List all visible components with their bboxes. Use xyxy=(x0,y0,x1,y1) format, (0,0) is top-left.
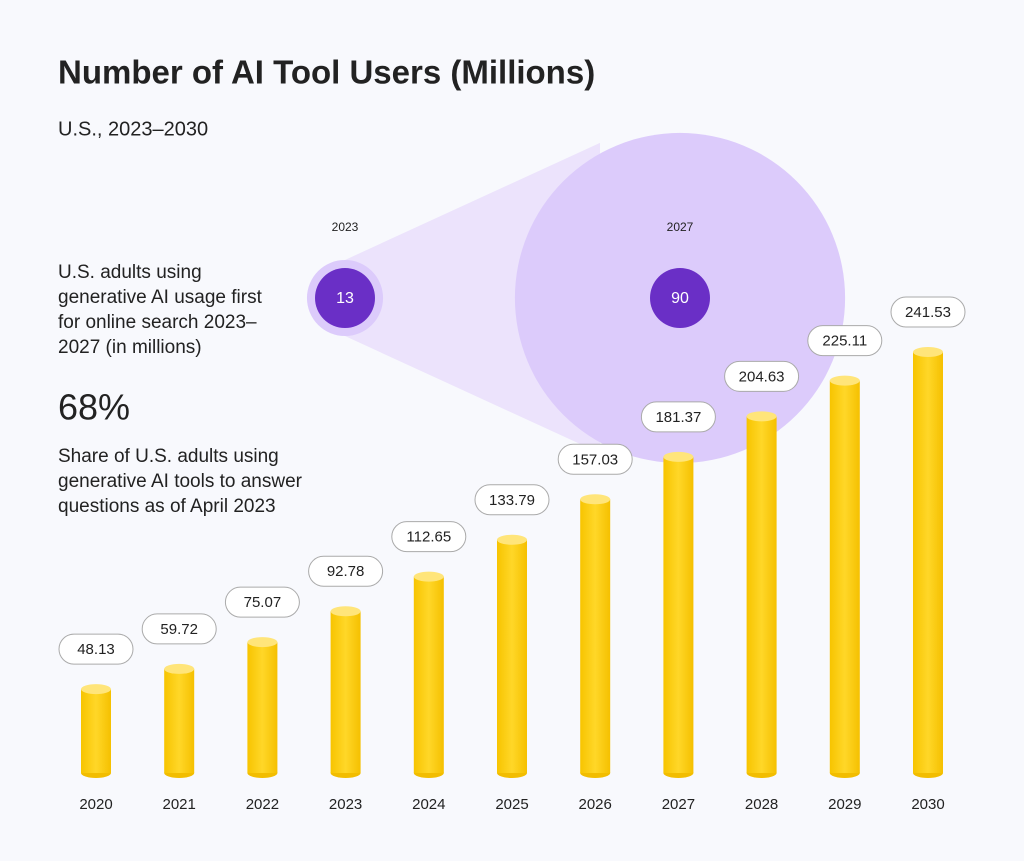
callout-year: 2027 xyxy=(667,220,694,234)
callout-year: 2023 xyxy=(332,220,359,234)
value-label: 157.03 xyxy=(572,451,618,468)
value-label: 59.72 xyxy=(160,621,198,638)
bar xyxy=(497,539,527,773)
callout-description: generative AI usage first xyxy=(58,287,263,308)
x-tick-label: 2022 xyxy=(246,796,279,813)
value-label: 204.63 xyxy=(739,368,785,385)
bar xyxy=(247,642,278,773)
value-pill xyxy=(890,296,966,328)
x-tick-label: 2029 xyxy=(828,796,861,813)
x-tick-label: 2026 xyxy=(579,796,612,813)
bar xyxy=(330,611,361,773)
bar xyxy=(164,668,195,773)
value-pill xyxy=(724,360,800,392)
bar xyxy=(746,416,777,773)
bar-top xyxy=(663,451,694,462)
stat-description: questions as of April 2023 xyxy=(58,496,276,517)
bar-top xyxy=(164,663,195,674)
bar-top xyxy=(913,347,943,357)
value-label: 48.13 xyxy=(77,641,115,658)
value-pill xyxy=(58,633,134,665)
callout-description: U.S. adults using xyxy=(58,262,202,283)
bar xyxy=(580,499,611,773)
value-label: 241.53 xyxy=(905,304,951,321)
bar-top xyxy=(580,494,611,505)
x-tick-label: 2025 xyxy=(495,796,528,813)
value-pill xyxy=(474,484,550,516)
stat-description: Share of U.S. adults using xyxy=(58,446,279,467)
callout-value: 13 xyxy=(336,290,354,307)
bar-top xyxy=(413,571,444,582)
x-tick-label: 2030 xyxy=(911,796,944,813)
x-tick-label: 2027 xyxy=(662,796,695,813)
callout-dot xyxy=(650,268,710,328)
bar-top xyxy=(746,411,777,422)
bar-top xyxy=(330,606,361,617)
value-pill xyxy=(308,555,384,587)
value-pill xyxy=(224,586,300,618)
x-tick-label: 2020 xyxy=(79,796,112,813)
bar xyxy=(829,380,860,773)
bar-top xyxy=(829,375,860,386)
value-label: 133.79 xyxy=(489,492,535,509)
x-tick-label: 2028 xyxy=(745,796,778,813)
x-tick-label: 2021 xyxy=(163,796,196,813)
value-pill xyxy=(141,613,217,645)
stat: 68% xyxy=(58,387,130,428)
chart-subtitle: U.S., 2023–2030 xyxy=(58,118,208,140)
value-label: 92.78 xyxy=(327,563,365,580)
bar xyxy=(663,456,694,773)
bar xyxy=(913,352,943,773)
bar-top xyxy=(247,637,278,648)
bar-top xyxy=(497,534,527,545)
bar xyxy=(81,689,111,773)
value-label: 75.07 xyxy=(244,594,282,611)
x-tick-label: 2023 xyxy=(329,796,362,813)
value-label: 112.65 xyxy=(406,529,451,546)
callout-description: for online search 2023– xyxy=(58,312,257,333)
chart-title: Number of AI Tool Users (Millions) xyxy=(58,54,595,91)
value-pill xyxy=(391,521,467,553)
callout-dot xyxy=(315,268,375,328)
callout-description: 2027 (in millions) xyxy=(58,337,202,358)
callout-value: 90 xyxy=(671,290,689,307)
bar xyxy=(413,576,444,773)
value-pill xyxy=(557,443,633,475)
value-label: 225.11 xyxy=(822,333,867,350)
bar-layer: 48.13 2020 59.72 2021 75.07 2022 92.78 2023 112.… xyxy=(58,296,966,813)
stat-description: generative AI tools to answer xyxy=(58,471,303,492)
value-pill xyxy=(807,325,883,357)
value-label: 181.37 xyxy=(655,409,701,426)
value-pill xyxy=(640,401,716,433)
bar-top xyxy=(81,684,111,695)
x-tick-label: 2024 xyxy=(412,796,445,813)
